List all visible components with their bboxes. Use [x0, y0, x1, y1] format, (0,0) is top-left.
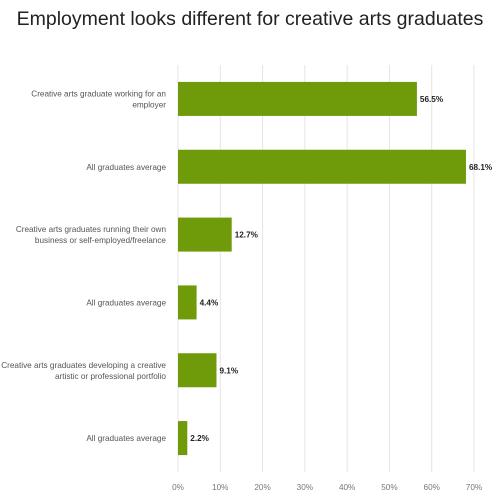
gridlines	[177, 65, 475, 472]
data-label: 68.1%	[469, 163, 493, 172]
x-tick-label: 30%	[297, 483, 313, 492]
category-label: business or self-employed/freelance	[35, 236, 167, 245]
data-label: 12.7%	[235, 231, 259, 240]
category-label: artistic or professional portfolio	[55, 372, 166, 381]
x-tick-label: 0%	[172, 483, 184, 492]
bar	[178, 285, 197, 320]
x-axis-ticks: 0% 10% 20% 30% 40% 50% 60% 70%	[172, 483, 482, 492]
bars	[178, 81, 466, 456]
x-tick-label: 50%	[381, 483, 397, 492]
data-label: 2.2%	[190, 434, 209, 443]
data-label: 4.4%	[200, 298, 219, 307]
category-label: Creative arts graduates running their ow…	[16, 225, 167, 234]
bar	[178, 353, 217, 388]
category-label: Creative arts graduate working for an	[31, 89, 166, 98]
value-labels: 56.5% 68.1% 12.7% 4.4% 9.1% 2.2%	[190, 95, 493, 443]
data-label: 56.5%	[420, 95, 444, 104]
data-label: 9.1%	[219, 366, 238, 375]
x-tick-label: 60%	[424, 483, 440, 492]
category-label: All graduates average	[86, 434, 166, 443]
bar	[178, 217, 232, 252]
category-label: employer	[132, 100, 166, 109]
bar	[178, 421, 188, 456]
category-label: All graduates average	[86, 163, 166, 172]
category-label: Creative arts graduates developing a cre…	[1, 361, 166, 370]
category-label: All graduates average	[86, 298, 166, 307]
x-tick-label: 10%	[212, 483, 228, 492]
x-tick-label: 20%	[254, 483, 270, 492]
chart-title: Employment looks different for creative …	[16, 8, 484, 30]
bar	[178, 81, 417, 116]
x-tick-label: 70%	[466, 483, 482, 492]
category-labels: Creative arts graduate working for an emp…	[1, 89, 166, 443]
bar	[178, 149, 466, 184]
x-tick-label: 40%	[339, 483, 355, 492]
